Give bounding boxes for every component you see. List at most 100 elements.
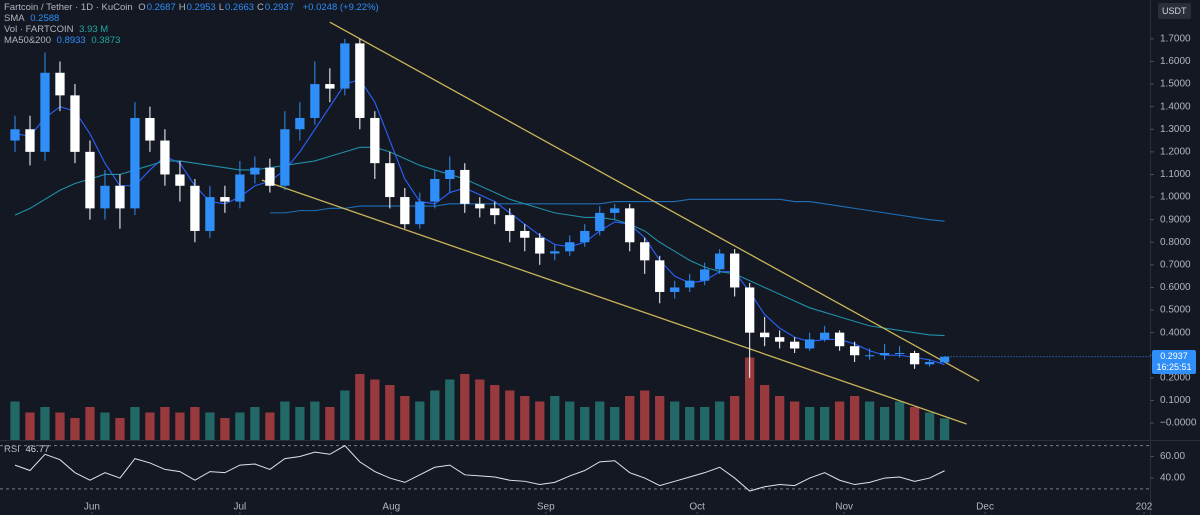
rsi-label: RSI bbox=[4, 444, 20, 455]
volume-bar bbox=[70, 418, 80, 440]
volume-bar bbox=[85, 407, 95, 440]
candle-body bbox=[355, 43, 365, 118]
trendline bbox=[261, 179, 967, 425]
volume-bar bbox=[10, 401, 20, 440]
volume-bar bbox=[145, 412, 155, 440]
candle-body bbox=[370, 117, 380, 164]
candle-body bbox=[70, 95, 80, 152]
rsi-tick-label: 40.00 bbox=[1160, 473, 1185, 484]
candle-body bbox=[235, 174, 245, 202]
candle-body bbox=[864, 355, 875, 357]
volume-bar bbox=[864, 401, 875, 440]
volume-bar bbox=[745, 357, 755, 440]
volume-bar bbox=[355, 374, 365, 440]
rsi-value: 46.77 bbox=[25, 444, 50, 455]
volume-bar bbox=[100, 412, 110, 440]
ma-legend: MA50&200 0.8933 0.3873 bbox=[4, 35, 123, 46]
candle-body bbox=[145, 117, 155, 141]
volume-bar bbox=[610, 407, 620, 440]
volume-bar bbox=[700, 407, 710, 440]
candle-body bbox=[655, 260, 665, 292]
volume-bar bbox=[370, 379, 380, 440]
y-tick-label: 0.7000 bbox=[1160, 259, 1191, 270]
volume-label: Vol · FARTCOIN bbox=[4, 24, 74, 35]
volume-bar bbox=[849, 396, 860, 440]
candle-body bbox=[415, 201, 425, 225]
volume-bar bbox=[565, 401, 575, 440]
volume-bar bbox=[40, 407, 50, 440]
last-price: 0.2937 bbox=[1160, 350, 1188, 361]
volume-bar bbox=[685, 407, 695, 440]
volume-bar bbox=[640, 390, 650, 440]
volume-bar bbox=[400, 396, 410, 440]
volume-bar bbox=[445, 379, 455, 440]
y-tick-label: 1.4000 bbox=[1160, 101, 1191, 112]
volume-bar bbox=[325, 407, 335, 440]
volume-bar bbox=[460, 374, 470, 440]
candle-body bbox=[340, 43, 350, 89]
volume-bar bbox=[250, 407, 260, 440]
volume-bar bbox=[205, 412, 215, 440]
y-tick-label: 1.6000 bbox=[1160, 56, 1191, 67]
candle-body bbox=[100, 185, 110, 209]
volume-bar bbox=[430, 390, 440, 440]
candle-body bbox=[625, 208, 635, 243]
y-tick-label: 1.5000 bbox=[1160, 79, 1191, 90]
volume-bar bbox=[175, 412, 185, 440]
rsi-tick-label: 60.00 bbox=[1160, 451, 1185, 462]
candle-body bbox=[325, 84, 335, 89]
candle-body bbox=[939, 356, 950, 363]
candle-body bbox=[849, 346, 860, 356]
candle-body bbox=[265, 167, 275, 186]
candle-body bbox=[640, 242, 650, 261]
candle-body bbox=[40, 72, 50, 152]
moving-average-line bbox=[14, 78, 945, 366]
y-tick-label: 1.0000 bbox=[1160, 192, 1191, 203]
candle-body bbox=[834, 332, 845, 347]
last-price-box: 0.2937 16:25:51 bbox=[1152, 349, 1196, 374]
ohlc-key: L bbox=[218, 2, 224, 13]
candle-body bbox=[580, 230, 590, 243]
candle-body bbox=[400, 197, 410, 225]
candle-body bbox=[595, 212, 605, 231]
moving-average-line bbox=[269, 198, 945, 222]
currency-button[interactable]: USDT bbox=[1158, 3, 1191, 19]
indicator-value: 0.3873 bbox=[91, 35, 121, 46]
candle-body bbox=[385, 163, 395, 198]
x-tick-label: 202 bbox=[1136, 502, 1153, 513]
y-tick-label: 1.2000 bbox=[1160, 147, 1191, 158]
candle-body bbox=[220, 197, 230, 202]
candle-body bbox=[610, 208, 620, 213]
symbol-title: Fartcoin / Tether · 1D · KuCoin bbox=[4, 2, 133, 13]
volume-bar bbox=[265, 412, 275, 440]
candle-body bbox=[445, 169, 455, 179]
indicator-value: 0.2588 bbox=[30, 13, 60, 24]
x-tick-label: Aug bbox=[382, 502, 400, 513]
y-tick-label: 1.3000 bbox=[1160, 124, 1191, 135]
y-tick-label: 1.1000 bbox=[1160, 169, 1191, 180]
candle-body bbox=[670, 287, 680, 292]
candle-body bbox=[700, 269, 710, 281]
candle-body bbox=[565, 242, 575, 252]
volume-bar bbox=[235, 412, 245, 440]
candle-body bbox=[310, 84, 320, 118]
ohlc-value: 0.2687 bbox=[146, 2, 176, 13]
volume-bar bbox=[625, 396, 635, 440]
volume-bar bbox=[760, 385, 770, 440]
volume-bar bbox=[505, 390, 515, 440]
x-tick-label: Jun bbox=[84, 502, 100, 513]
candle-body bbox=[715, 253, 725, 270]
ohlc-key: O bbox=[138, 2, 146, 13]
ohlc-values: O0.2687 H0.2953 L0.2663 C0.2937 bbox=[138, 2, 297, 13]
ohlc-value: 0.2953 bbox=[186, 2, 216, 13]
volume-bar bbox=[115, 418, 125, 440]
indicator-value: 0.8933 bbox=[56, 35, 86, 46]
candle-body bbox=[160, 140, 170, 175]
y-tick-label: 0.2000 bbox=[1160, 372, 1191, 383]
x-tick-label: Sep bbox=[537, 502, 555, 513]
volume-bar bbox=[340, 390, 350, 440]
candle-body bbox=[685, 280, 695, 288]
candle-body bbox=[730, 253, 740, 288]
volume-bar bbox=[385, 385, 395, 440]
